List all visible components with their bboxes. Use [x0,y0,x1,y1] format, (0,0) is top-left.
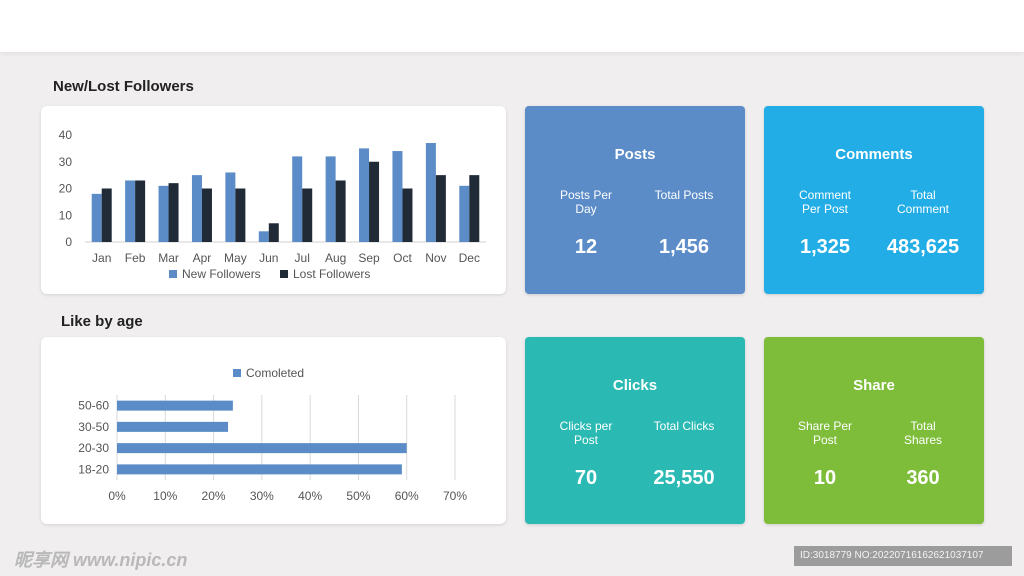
followers-chart-card: 0 10 20 30 40 Jan Feb Mar Apr May Jun Jul Aug Sep Oct N… [41,106,506,294]
bar-lost-jun [268,223,279,242]
comments-tile-title: Comments [835,146,913,163]
y-tick-label: 20 [59,182,73,196]
x-tick-label: Nov [425,251,446,265]
y-tick-label: 30 [59,155,73,169]
posts-tile-title: Posts [614,146,656,163]
share-tile-title: Share [853,377,895,394]
total-shares-value: 360 [906,467,940,489]
bar-age-18-20 [117,464,402,475]
bar-new-aug [325,156,336,242]
total-comment-label: Total Comment [896,188,949,216]
comment-per-post-label: Comment Per Post [798,188,851,216]
share-tile: Share Share Per Post 10 Total Shares 360 [764,337,984,524]
bar-age-50-60 [117,400,233,411]
clicks-per-post-value: 70 [574,467,598,489]
posts-per-day-label: Posts Per Day [559,188,613,216]
x-tick-label: Apr [193,251,212,265]
legend-swatch-new [169,270,177,278]
clicks-per-post-label: Clicks per Post [559,419,613,447]
total-shares-label: Total Shares [903,419,943,447]
legend-swatch-lost [280,270,288,278]
bar-age-30-50 [117,421,229,432]
clicks-tile-title: Clicks [612,377,658,394]
bar-lost-sep [369,161,380,242]
age-bar-chart: 0% 10% 20% 30% 40% 50% 60% 70% 50-60 30-50 20-30 18… [78,366,467,503]
x-tick-label: Oct [393,251,412,265]
bar-new-oct [392,151,403,242]
legend-label-completed: Comoleted [246,366,304,380]
x-tick-label: 30% [250,489,274,503]
bar-new-dec [459,185,470,242]
bar-lost-jul [302,188,313,242]
bar-new-apr [191,175,202,242]
x-tick-label: 70% [443,489,467,503]
x-tick-label: Dec [459,251,480,265]
bar-new-jul [292,156,303,242]
share-per-post-value: 10 [813,467,837,489]
posts-per-day-value: 12 [574,236,598,258]
x-tick-label: 20% [202,489,226,503]
bar-new-jan [91,193,102,242]
x-tick-label: 10% [153,489,177,503]
bar-lost-dec [469,175,480,242]
followers-panel-title: New/Lost Followers [53,78,194,95]
bar-lost-feb [135,180,146,242]
bar-lost-aug [335,180,346,242]
x-tick-label: May [224,251,247,265]
total-posts-label: Total Posts [654,188,714,202]
total-clicks-label: Total Clicks [653,419,715,433]
clicks-tile: Clicks Clicks per Post 70 Total Clicks 2… [525,337,745,524]
y-tick-label: 18-20 [78,462,109,476]
bar-new-feb [125,180,136,242]
x-tick-label: 60% [395,489,419,503]
age-chart-card: 0% 10% 20% 30% 40% 50% 60% 70% 50-60 30-50 20-30 18… [41,337,506,524]
bar-lost-nov [435,175,446,242]
x-tick-label: Aug [325,251,346,265]
x-tick-label: Jul [295,251,310,265]
total-clicks-value: 25,550 [653,467,715,489]
bar-lost-mar [168,183,179,242]
posts-tile: Posts Posts Per Day 12 Total Posts 1,456 [525,106,745,294]
x-tick-label: Jan [92,251,111,265]
bar-new-mar [158,185,169,242]
bar-lost-may [235,188,246,242]
x-tick-label: Mar [158,251,179,265]
image-id-strip: ID:3018779 NO:20220716162621037107 [794,546,1012,566]
legend-swatch-completed [233,369,241,377]
total-posts-value: 1,456 [658,236,710,258]
y-tick-label: 40 [59,128,73,142]
x-tick-label: Feb [125,251,146,265]
bar-new-may [225,172,236,242]
followers-bar-chart: 0 10 20 30 40 Jan Feb Mar Apr May Jun Jul Aug Sep Oct N… [59,128,486,281]
bar-age-20-30 [117,443,407,454]
top-header-bar [0,0,1024,52]
bar-new-jun [258,231,269,242]
bar-new-sep [359,148,370,242]
bar-lost-jan [101,188,112,242]
y-tick-label: 10 [59,208,73,222]
y-tick-label: 20-30 [78,441,109,455]
comment-per-post-value: 1,325 [799,236,851,258]
bar-lost-apr [201,188,212,242]
bar-lost-oct [402,188,413,242]
watermark: 昵享网 www.nipic.cn [14,550,188,570]
x-tick-label: Jun [259,251,278,265]
x-tick-label: 50% [346,489,370,503]
share-per-post-label: Share Per Post [797,419,853,447]
comments-tile: Comments Comment Per Post 1,325 Total Co… [764,106,984,294]
x-tick-label: 40% [298,489,322,503]
x-tick-label: 0% [108,489,126,503]
y-tick-label: 30-50 [78,420,109,434]
y-tick-label: 50-60 [78,399,109,413]
bar-new-nov [425,143,436,242]
legend-label-lost: Lost Followers [293,267,370,281]
y-tick-label: 0 [65,235,72,249]
legend-label-new: New Followers [182,267,261,281]
x-tick-label: Sep [358,251,380,265]
total-comment-value: 483,625 [886,236,960,258]
age-panel-title: Like by age [61,313,143,330]
